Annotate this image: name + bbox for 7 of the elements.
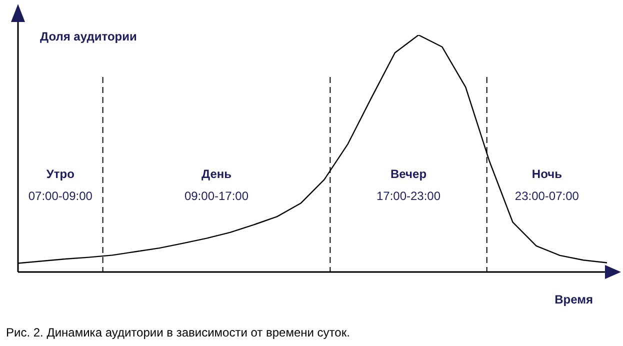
text: Рис. 2. Динамика аудитории в зависимости от времени суток. <box>6 325 350 340</box>
y-axis-title: Доля аудитории <box>40 29 137 44</box>
annotation: День 09:00-17:00 <box>184 167 249 204</box>
annotation: Ночь 23:00-07:00 <box>514 167 580 204</box>
annotation: Вечер 17:00-23:00 <box>376 167 441 204</box>
x-axis-title: Время <box>554 292 593 306</box>
annotation: Утро 07:00-09:00 <box>28 167 93 204</box>
